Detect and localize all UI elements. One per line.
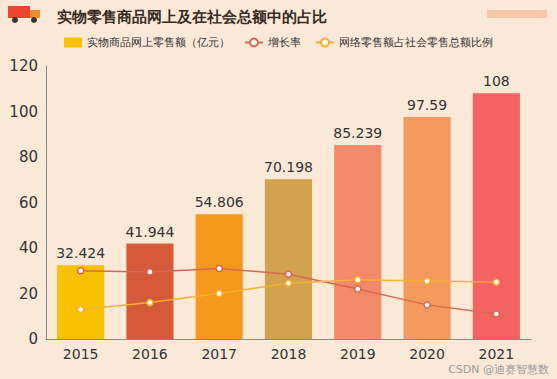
svg-text:120: 120 [9,57,38,75]
svg-text:32.424: 32.424 [56,245,105,261]
svg-text:2016: 2016 [132,346,168,362]
svg-text:54.806: 54.806 [195,194,244,210]
svg-text:2015: 2015 [63,346,99,362]
svg-text:70.198: 70.198 [264,159,313,175]
svg-text:108: 108 [483,73,510,89]
svg-text:网络零售额占社会零售总额比例: 网络零售额占社会零售总额比例 [339,36,493,49]
svg-text:40: 40 [19,239,38,257]
svg-text:2020: 2020 [409,346,445,362]
svg-text:2019: 2019 [340,346,376,362]
svg-text:100: 100 [9,103,38,121]
svg-text:CSDN @迪赛智慧数: CSDN @迪赛智慧数 [448,363,549,376]
svg-text:85.239: 85.239 [333,125,382,141]
svg-text:实物零售商品网上及在社会总额中的占比: 实物零售商品网上及在社会总额中的占比 [57,8,327,26]
svg-text:60: 60 [19,194,38,212]
svg-text:0: 0 [28,330,38,348]
svg-text:2021: 2021 [479,346,515,362]
svg-text:2018: 2018 [271,346,307,362]
svg-text:2017: 2017 [201,346,237,362]
svg-text:增长率: 增长率 [267,36,301,49]
svg-text:97.59: 97.59 [407,97,447,113]
svg-text:41.944: 41.944 [125,224,174,240]
svg-text:20: 20 [19,285,38,303]
svg-text:80: 80 [19,148,38,166]
svg-text:实物商品网上零售额（亿元）: 实物商品网上零售额（亿元） [87,36,230,49]
